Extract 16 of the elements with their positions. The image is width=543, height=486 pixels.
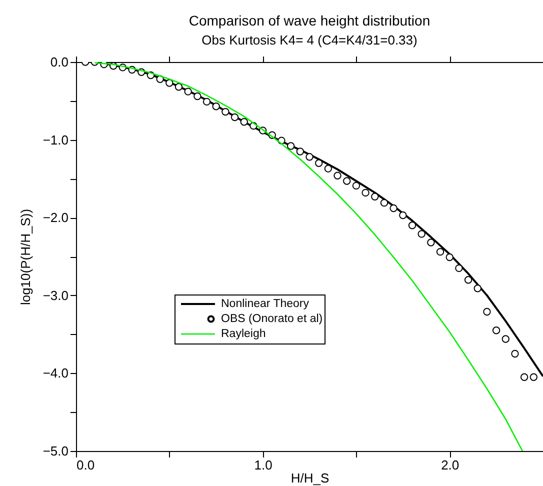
y-tick-label: −4.0 xyxy=(42,366,68,381)
y-tick-label: −5.0 xyxy=(42,444,68,458)
legend-label: Nonlinear Theory xyxy=(221,298,310,310)
x-axis-title: H/H_S xyxy=(290,470,330,486)
x-tick-label: 2.0 xyxy=(441,458,460,472)
y-tick-label: −2.0 xyxy=(42,210,68,226)
legend-label: Rayleigh xyxy=(221,328,266,340)
chart-title: Comparison of wave height distribution xyxy=(188,12,430,28)
y-tick-label: −3.0 xyxy=(42,288,68,303)
x-tick-label: 0.0 xyxy=(76,458,95,472)
chart-subtitle: Obs Kurtosis K4= 4 (C4=K4/31=0.33) xyxy=(202,32,418,48)
y-tick-label: 0.0 xyxy=(50,54,68,70)
legend-label: OBS (Onorato et al) xyxy=(221,313,323,325)
x-tick-label: 1.0 xyxy=(254,458,272,472)
y-axis-title: log10(P(H/H_S)) xyxy=(18,208,33,306)
y-tick-label: −1.0 xyxy=(42,132,68,148)
